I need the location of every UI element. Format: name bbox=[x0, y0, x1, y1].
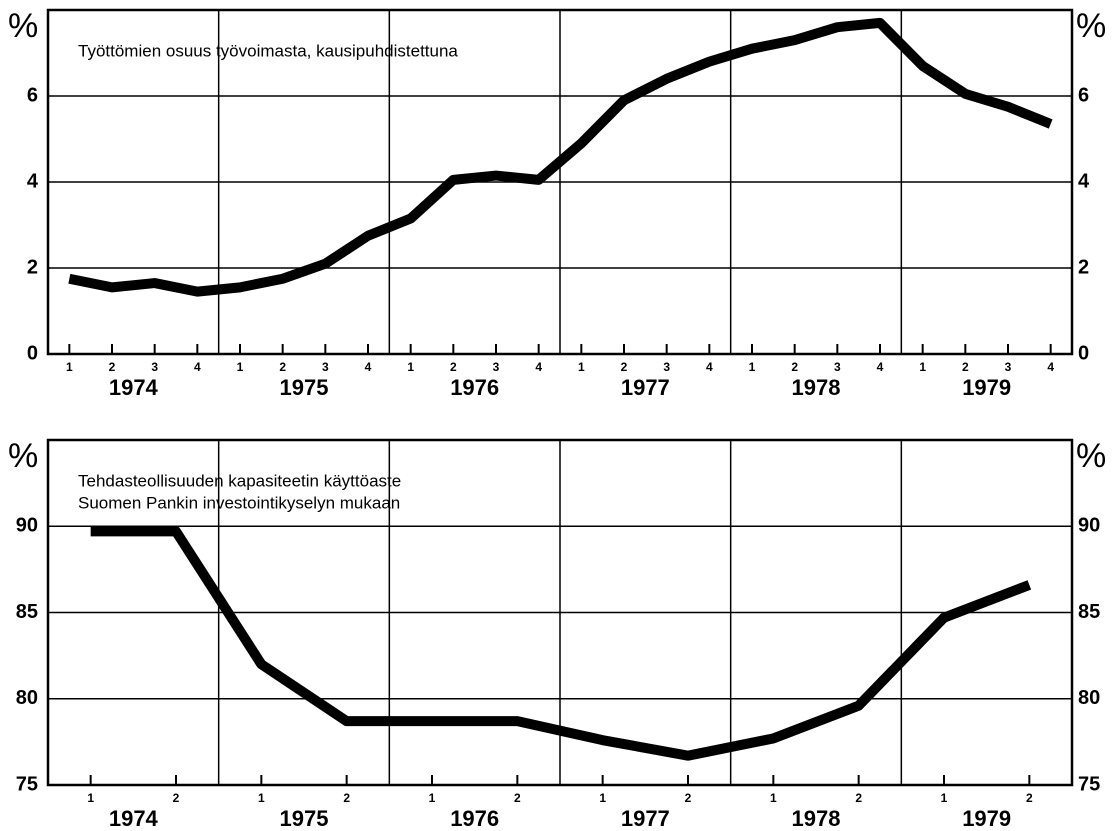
x-tick-label: 1 bbox=[770, 791, 777, 805]
x-tick-label: 3 bbox=[1005, 360, 1012, 374]
y-tick-label-right: 90 bbox=[1078, 515, 1100, 537]
y-tick-label: 75 bbox=[16, 773, 38, 795]
x-tick-label: 2 bbox=[855, 791, 862, 805]
chart-title: Työttömien osuus työvoimasta, kausipuhdi… bbox=[78, 41, 458, 60]
x-tick-label: 2 bbox=[791, 360, 798, 374]
y-tick-label: 6 bbox=[27, 84, 38, 106]
x-tick-label: 4 bbox=[706, 360, 713, 374]
x-tick-label: 2 bbox=[343, 791, 350, 805]
year-label: 1978 bbox=[792, 806, 841, 831]
y-tick-label-right: 2 bbox=[1078, 256, 1089, 278]
x-tick-label: 1 bbox=[407, 360, 414, 374]
x-tick-label: 1 bbox=[599, 791, 606, 805]
x-tick-label: 4 bbox=[365, 360, 372, 374]
y-tick-label: 80 bbox=[16, 687, 38, 709]
x-tick-label: 1 bbox=[429, 791, 436, 805]
y-tick-label-right: 80 bbox=[1078, 687, 1100, 709]
x-tick-label: 3 bbox=[151, 360, 158, 374]
x-tick-label: 2 bbox=[109, 360, 116, 374]
x-tick-label: 1 bbox=[66, 360, 73, 374]
x-tick-label: 4 bbox=[1047, 360, 1054, 374]
y-tick-label-right: 75 bbox=[1078, 773, 1100, 795]
year-label: 1979 bbox=[962, 375, 1011, 400]
data-line bbox=[68, 17, 1053, 297]
x-tick-label: 3 bbox=[834, 360, 841, 374]
x-tick-label: 4 bbox=[194, 360, 201, 374]
x-tick-label: 3 bbox=[322, 360, 329, 374]
y-tick-label: 0 bbox=[27, 342, 38, 364]
y-unit-right: % bbox=[1076, 437, 1106, 475]
x-tick-label: 2 bbox=[962, 360, 969, 374]
x-tick-label: 2 bbox=[621, 360, 628, 374]
year-label: 1975 bbox=[280, 375, 329, 400]
x-tick-label: 4 bbox=[877, 360, 884, 374]
y-tick-label: 2 bbox=[27, 256, 38, 278]
year-label: 1978 bbox=[792, 375, 841, 400]
x-tick-label: 2 bbox=[514, 791, 521, 805]
y-tick-label: 85 bbox=[16, 601, 38, 623]
x-tick-label: 1 bbox=[87, 791, 94, 805]
year-label: 1974 bbox=[109, 375, 159, 400]
x-tick-label: 1 bbox=[237, 360, 244, 374]
x-tick-label: 4 bbox=[535, 360, 542, 374]
y-tick-label-right: 0 bbox=[1078, 342, 1089, 364]
year-label: 1976 bbox=[450, 806, 499, 831]
year-label: 1974 bbox=[109, 806, 159, 831]
x-tick-label: 2 bbox=[1026, 791, 1033, 805]
x-tick-label: 1 bbox=[578, 360, 585, 374]
year-label: 1975 bbox=[280, 806, 329, 831]
y-unit-right: % bbox=[1076, 7, 1106, 45]
y-unit: % bbox=[8, 437, 38, 475]
data-line bbox=[90, 526, 1032, 761]
x-tick-label: 1 bbox=[258, 791, 265, 805]
y-tick-label-right: 6 bbox=[1078, 84, 1089, 106]
y-tick-label-right: 85 bbox=[1078, 601, 1100, 623]
x-tick-label: 1 bbox=[749, 360, 756, 374]
x-tick-label: 2 bbox=[279, 360, 286, 374]
y-tick-label: 90 bbox=[16, 515, 38, 537]
x-tick-label: 3 bbox=[493, 360, 500, 374]
y-unit: % bbox=[8, 7, 38, 45]
chart-title: Tehdasteollisuuden kapasiteetin käyttöas… bbox=[78, 471, 401, 490]
x-tick-label: 3 bbox=[663, 360, 670, 374]
x-tick-label: 2 bbox=[450, 360, 457, 374]
year-label: 1977 bbox=[621, 375, 670, 400]
x-tick-label: 1 bbox=[941, 791, 948, 805]
y-tick-label: 4 bbox=[27, 170, 39, 192]
x-tick-label: 2 bbox=[173, 791, 180, 805]
x-tick-label: 2 bbox=[685, 791, 692, 805]
year-label: 1979 bbox=[962, 806, 1011, 831]
year-label: 1977 bbox=[621, 806, 670, 831]
year-label: 1976 bbox=[450, 375, 499, 400]
x-tick-label: 1 bbox=[919, 360, 926, 374]
chart-title: Suomen Pankin investointikyselyn mukaan bbox=[78, 493, 400, 512]
y-tick-label-right: 4 bbox=[1078, 170, 1090, 192]
